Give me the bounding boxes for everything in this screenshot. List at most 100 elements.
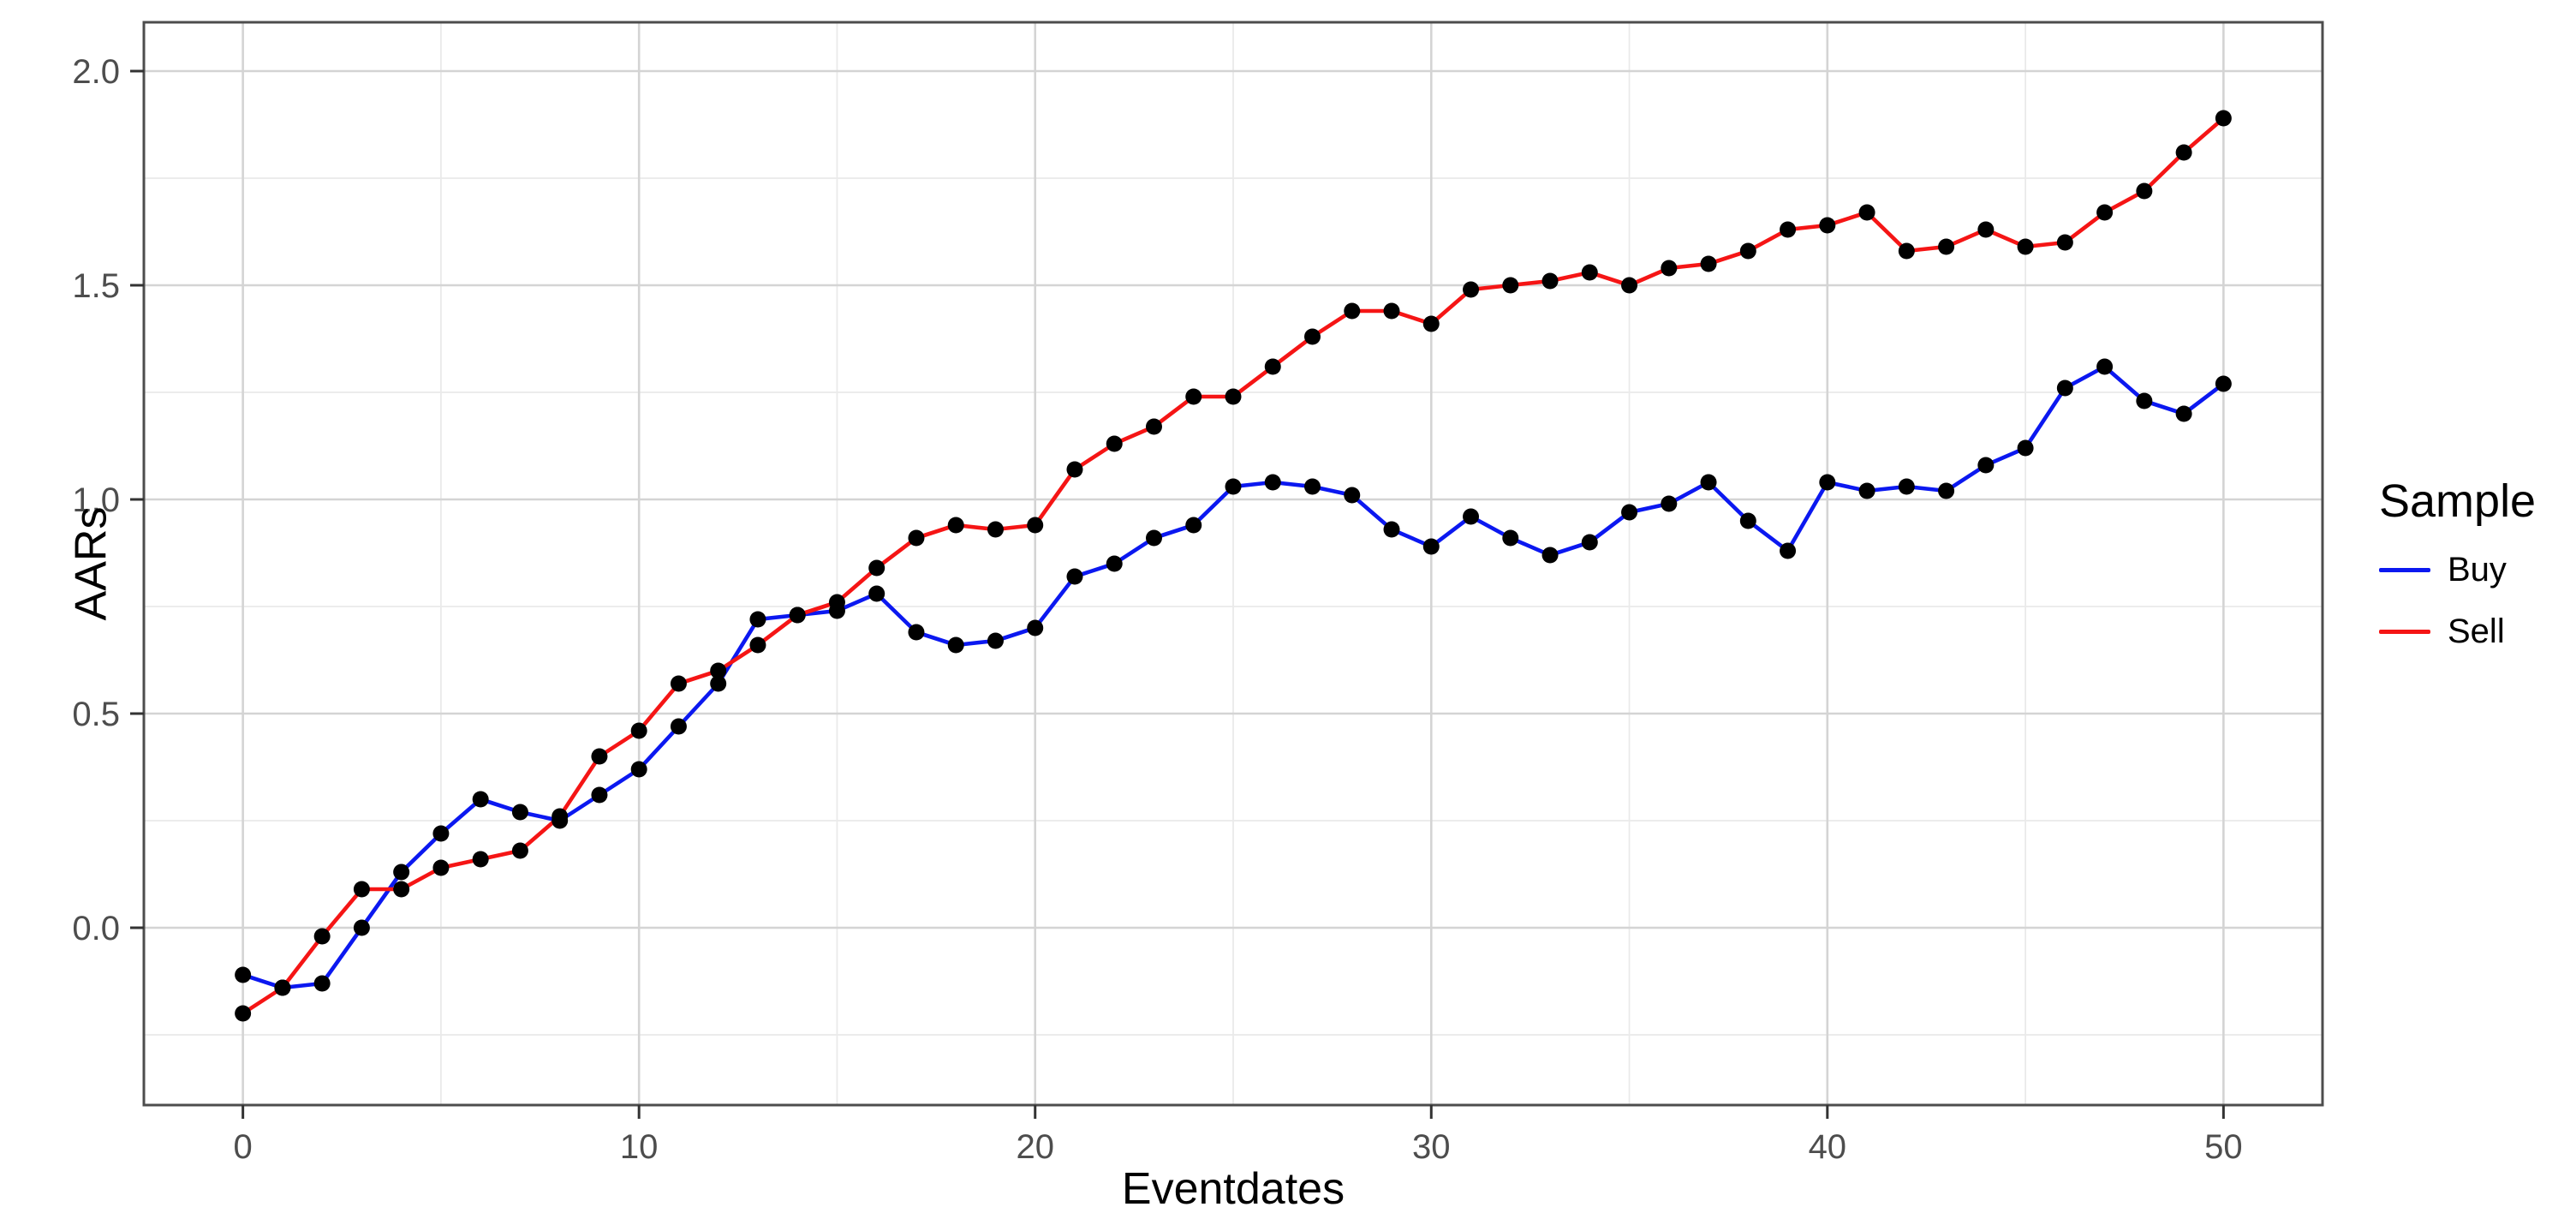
legend: Sample Buy Sell	[2379, 476, 2536, 649]
legend-label-buy: Buy	[2448, 551, 2507, 589]
legend-item-buy: Buy	[2379, 552, 2536, 588]
data-point-buy	[591, 786, 608, 804]
data-point-sell	[947, 517, 964, 534]
data-point-buy	[1264, 474, 1281, 491]
data-point-sell	[235, 1005, 252, 1022]
data-point-buy	[432, 825, 450, 842]
data-point-sell	[1780, 221, 1797, 238]
data-point-sell	[1541, 272, 1559, 290]
data-point-sell	[2017, 238, 2034, 255]
data-point-buy	[1977, 457, 1995, 474]
data-point-sell	[1225, 388, 1242, 405]
y-tick-label: 0.5	[72, 696, 120, 733]
data-point-buy	[2017, 439, 2034, 457]
x-axis-title: Eventdates	[1121, 1164, 1345, 1214]
legend-label-sell: Sell	[2448, 613, 2505, 650]
data-point-sell	[353, 881, 370, 898]
data-point-buy	[235, 966, 252, 983]
data-point-sell	[432, 859, 450, 876]
data-point-sell	[1581, 264, 1598, 281]
data-point-sell	[1383, 302, 1400, 320]
data-point-buy	[472, 791, 489, 808]
data-point-sell	[1661, 260, 1678, 277]
buy-line-key-icon	[2379, 567, 2430, 572]
data-point-buy	[1422, 538, 1440, 555]
data-point-buy	[987, 632, 1004, 649]
data-point-buy	[1938, 482, 1955, 499]
data-point-sell	[749, 636, 766, 654]
data-point-buy	[2175, 405, 2192, 422]
data-point-buy	[947, 636, 964, 654]
data-point-buy	[1780, 542, 1797, 559]
data-point-buy	[2056, 379, 2073, 397]
data-point-sell	[1422, 315, 1440, 332]
data-point-buy	[1700, 474, 1717, 491]
y-tick-label: 0.0	[72, 910, 120, 947]
data-point-sell	[987, 521, 1004, 538]
panel-border	[142, 21, 2324, 1107]
data-point-sell	[868, 559, 886, 577]
x-tick-label: 20	[1016, 1128, 1054, 1166]
data-point-buy	[1463, 508, 1480, 525]
legend-item-sell: Sell	[2379, 613, 2536, 649]
x-tick-label: 0	[234, 1128, 253, 1166]
x-tick-label: 40	[1809, 1128, 1847, 1166]
data-point-sell	[274, 979, 291, 996]
data-point-buy	[1581, 534, 1598, 551]
data-point-sell	[393, 881, 410, 898]
data-point-sell	[313, 928, 331, 945]
data-point-buy	[511, 804, 528, 821]
x-tick-label: 50	[2204, 1128, 2243, 1166]
data-point-sell	[591, 748, 608, 765]
data-point-buy	[1858, 482, 1875, 499]
data-point-buy	[1541, 547, 1559, 564]
data-point-sell	[2175, 144, 2192, 161]
y-tick-label: 2.0	[72, 53, 120, 91]
data-point-buy	[1898, 478, 1915, 495]
y-tick-label: 1.5	[72, 267, 120, 305]
x-tick-label: 10	[620, 1128, 659, 1166]
data-point-buy	[1383, 521, 1400, 538]
data-point-buy	[2215, 375, 2232, 392]
data-point-sell	[2056, 234, 2073, 251]
data-point-sell	[908, 529, 925, 547]
data-point-buy	[670, 718, 687, 735]
data-point-buy	[1225, 478, 1242, 495]
data-point-buy	[313, 975, 331, 992]
data-point-buy	[1344, 487, 1361, 504]
y-tick-label: 1.0	[72, 481, 120, 519]
y-axis-title: AARs	[66, 506, 116, 621]
x-tick-label: 30	[1412, 1128, 1451, 1166]
data-point-sell	[2136, 182, 2153, 200]
data-point-sell	[1027, 517, 1044, 534]
data-point-buy	[1066, 568, 1083, 585]
data-point-sell	[1621, 277, 1638, 294]
data-point-buy	[1027, 619, 1044, 636]
data-point-buy	[908, 624, 925, 641]
data-point-sell	[1344, 302, 1361, 320]
data-point-buy	[2136, 392, 2153, 409]
data-point-buy	[630, 761, 647, 778]
data-point-sell	[472, 851, 489, 868]
sell-line-key-icon	[2379, 629, 2430, 634]
data-point-buy	[1819, 474, 1836, 491]
data-point-buy	[2096, 358, 2114, 375]
data-point-sell	[1858, 204, 1875, 221]
data-point-buy	[868, 585, 886, 602]
data-point-sell	[670, 675, 687, 692]
data-point-sell	[1739, 242, 1756, 260]
data-point-sell	[1898, 242, 1915, 260]
data-point-buy	[1739, 512, 1756, 529]
data-point-sell	[1502, 277, 1519, 294]
data-point-buy	[710, 675, 727, 692]
data-point-buy	[353, 919, 370, 936]
data-point-sell	[789, 607, 806, 624]
data-point-sell	[1185, 388, 1202, 405]
data-point-sell	[1304, 328, 1321, 345]
data-point-sell	[1106, 435, 1123, 452]
data-point-sell	[552, 808, 569, 825]
data-point-buy	[1661, 495, 1678, 512]
data-point-sell	[1938, 238, 1955, 255]
